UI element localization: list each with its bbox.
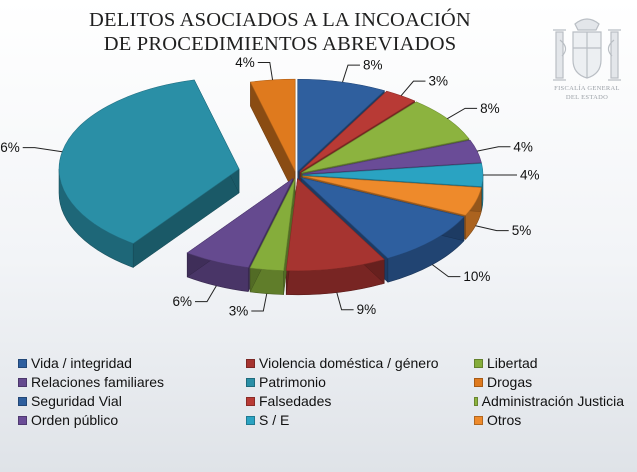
leader-line-8 (251, 293, 268, 312)
pie-slice-9 (186, 178, 294, 268)
pie-slice-0 (297, 78, 386, 172)
legend-item: Seguridad Vial (18, 392, 246, 410)
chart-legend: Vida / integridad Violencia doméstica / g… (18, 354, 628, 429)
legend-swatch (474, 415, 483, 425)
legend-swatch (18, 415, 27, 425)
legend-label: Relaciones familiares (31, 374, 165, 390)
legend-item: Otros (474, 411, 624, 429)
legend-swatch (246, 377, 255, 387)
legend-swatch (18, 377, 27, 387)
pie-slice-4 (302, 163, 484, 187)
leader-line-0 (342, 64, 360, 83)
leader-line-9 (195, 285, 217, 303)
leader-line-2 (447, 107, 478, 120)
data-label-5: 5% (512, 223, 532, 238)
leader-line-7 (336, 292, 354, 311)
pie-slice-11 (249, 78, 296, 172)
legend-swatch (474, 396, 478, 406)
pie-slice-8 (249, 178, 296, 271)
leader-line-6 (432, 264, 461, 278)
institution-name: FISCALÍA GENERAL DEL ESTADO (542, 84, 632, 102)
legend-label: Orden público (31, 412, 119, 428)
leader-line-3 (477, 146, 511, 152)
legend-item: S / E (246, 411, 474, 429)
chart-title: DELITOS ASOCIADOS A LA INCOACIÓN DE PROC… (70, 8, 490, 56)
data-label-4: 4% (520, 168, 540, 183)
coat-of-arms-icon (553, 18, 621, 81)
leader-line-1 (400, 80, 426, 97)
legend-label: Seguridad Vial (31, 393, 122, 409)
legend-label: S / E (259, 412, 290, 428)
legend-swatch (474, 358, 483, 368)
legend-item: Orden público (18, 411, 246, 429)
legend-swatch (246, 415, 255, 425)
data-label-1: 3% (428, 74, 448, 89)
legend-swatch (18, 358, 27, 368)
pie-slice-tops (58, 78, 484, 272)
pie-chart: 8% 3% 8% 4% 4% 5% 10% 9% 3% 6% 36% 4% (0, 55, 540, 319)
data-label-10: 36% (0, 140, 20, 155)
data-label-9: 6% (172, 294, 192, 309)
data-label-8: 3% (229, 304, 249, 319)
pie-slice-1 (299, 90, 416, 173)
data-label-11: 4% (235, 55, 255, 70)
legend-item: Vida / integridad (18, 354, 246, 372)
legend-item: Libertad (474, 354, 624, 372)
leader-line-5 (475, 225, 509, 232)
data-label-2: 8% (480, 101, 500, 116)
data-label-0: 8% (363, 58, 383, 73)
legend-label: Patrimonio (259, 374, 326, 390)
legend-label: Falsedades (259, 393, 332, 409)
data-label-3: 4% (513, 139, 533, 154)
institution-name-line-1: FISCALÍA GENERAL (554, 85, 620, 92)
chart-title-line-1: DELITOS ASOCIADOS A LA INCOACIÓN (89, 9, 471, 31)
legend-label: Administración Justicia (481, 393, 624, 409)
legend-label: Drogas (487, 374, 533, 390)
pie-slice-5 (302, 175, 482, 216)
legend-item: Patrimonio (246, 373, 474, 391)
legend-swatch (474, 377, 483, 387)
pie-slice-7 (285, 178, 385, 272)
legend-swatch (246, 358, 255, 368)
legend-label: Violencia doméstica / género (259, 355, 439, 371)
pie-slice-10 (58, 79, 240, 244)
data-label-6: 10% (463, 269, 490, 284)
legend-item: Falsedades (246, 392, 474, 410)
leader-line-10 (22, 147, 63, 153)
legend-item: Relaciones familiares (18, 373, 246, 391)
pie-slice-6 (300, 177, 465, 259)
legend-item: Administración Justicia (474, 392, 624, 410)
legend-swatch (246, 396, 255, 406)
data-label-7: 9% (357, 302, 377, 317)
institution-name-line-2: DEL ESTADO (565, 94, 609, 101)
legend-item: Drogas (474, 373, 624, 391)
leader-line-11 (257, 61, 274, 80)
pie-slice-3 (302, 139, 482, 175)
legend-label: Otros (487, 412, 522, 428)
legend-label: Vida / integridad (31, 355, 132, 371)
pie-data-labels: 8% 3% 8% 4% 4% 5% 10% 9% 3% 6% 36% 4% (0, 55, 540, 319)
legend-item: Violencia doméstica / género (246, 354, 474, 372)
legend-swatch (18, 396, 27, 406)
pie-slice-2 (301, 101, 470, 174)
legend-label: Libertad (487, 355, 538, 371)
chart-title-line-2: DE PROCEDIMIENTOS ABREVIADOS (103, 33, 457, 55)
